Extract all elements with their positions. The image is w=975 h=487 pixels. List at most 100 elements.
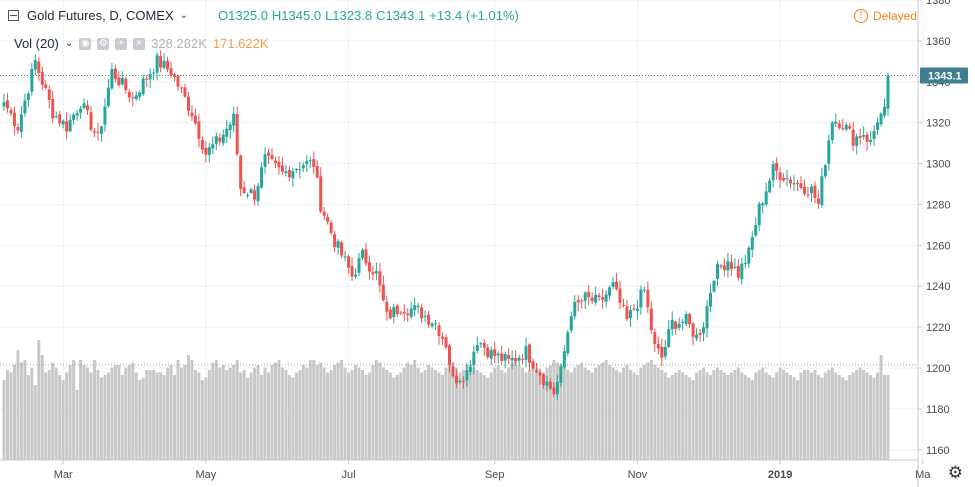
volume-bar [374, 360, 378, 460]
symbol-title[interactable]: Gold Futures, D, COMEX [27, 8, 174, 23]
volume-bar [663, 372, 667, 460]
volume-bar [127, 365, 131, 460]
volume-bar [521, 367, 525, 460]
candle-body [92, 131, 96, 133]
change-value: +13.4 (+1.01%) [429, 8, 519, 23]
plus-icon[interactable]: + [115, 37, 128, 50]
volume-bar [399, 372, 403, 460]
candle-body [159, 56, 163, 68]
candle-body [468, 367, 472, 372]
candle-body [235, 114, 239, 155]
volume-bar [639, 367, 643, 460]
volume-bar [768, 375, 772, 460]
volume-bar [789, 375, 793, 460]
candle-body [830, 122, 834, 141]
candle-body [799, 183, 803, 188]
volume-bar [99, 377, 103, 460]
y-tick-label: 1380 [926, 0, 950, 7]
volume-bar [830, 367, 834, 460]
eye-icon[interactable]: ◉ [79, 37, 92, 50]
volume-bar [256, 365, 260, 460]
overlays [0, 74, 918, 366]
candle-body [176, 75, 180, 87]
volume-bar [347, 372, 351, 460]
volume-bar [709, 375, 713, 460]
candle-body [319, 176, 323, 212]
volume-bar [406, 362, 410, 460]
candle-body [54, 116, 58, 118]
volume-bar [590, 372, 594, 460]
volume-bar [729, 372, 733, 460]
volume-bar [750, 380, 754, 460]
volume-value: 328.282K [151, 36, 207, 51]
candle-body [308, 160, 312, 162]
candle-body [635, 308, 639, 312]
candle-body [273, 160, 277, 163]
candle-body [806, 194, 810, 196]
volume-bar [378, 362, 382, 460]
volume-bar [555, 362, 559, 460]
candle-body [569, 316, 573, 331]
volume-bar [482, 375, 486, 460]
collapse-icon[interactable] [8, 10, 19, 21]
candle-body [207, 147, 211, 155]
volume-bar [841, 377, 845, 460]
y-tick-label: 1160 [926, 445, 950, 457]
volume-bar [298, 370, 302, 460]
candle-body [601, 296, 605, 300]
volume-bar [722, 372, 726, 460]
candle-body [294, 169, 298, 171]
volume-bar [447, 365, 451, 460]
candle-body [844, 124, 848, 130]
candle-body [534, 370, 538, 373]
volume-bar [207, 370, 211, 460]
candle-body [510, 357, 514, 361]
volume-bar [702, 367, 706, 460]
volume-bar [695, 372, 699, 460]
candle-body [858, 136, 862, 139]
candle-body [148, 73, 152, 80]
chevron-down-icon[interactable]: ⌄ [179, 10, 189, 21]
candle-body [576, 299, 580, 303]
candle-body [120, 77, 124, 85]
volume-bar [218, 367, 222, 460]
candle-body [315, 166, 319, 178]
candle-body [110, 69, 114, 89]
candle-body [166, 60, 170, 70]
last-price-label: 1343.1 [928, 70, 962, 82]
candle-body [465, 370, 469, 381]
y-tick-label: 1280 [926, 199, 950, 211]
candle-body [374, 270, 378, 274]
settings-icon[interactable]: ⚙ [947, 463, 963, 482]
volume-bar [500, 370, 504, 460]
delayed-badge[interactable]: ! Delayed [853, 9, 917, 23]
close-icon[interactable]: × [133, 37, 146, 50]
volume-bar [65, 372, 69, 460]
candle-body [736, 265, 740, 278]
candle-body [214, 136, 218, 144]
volume-bar [545, 367, 549, 460]
candle-body [357, 258, 361, 273]
volume-bar [134, 372, 138, 460]
volume-bar [597, 365, 601, 460]
volume-label[interactable]: Vol (20) [14, 36, 59, 51]
candle-body [326, 217, 330, 222]
volume-bar [656, 367, 660, 460]
candle-body [44, 84, 48, 88]
volume-bar [294, 372, 298, 460]
gear-icon[interactable]: ⚙ [97, 37, 110, 50]
volume-bar [26, 375, 30, 460]
volume-bar [677, 370, 681, 460]
volume-bar [68, 365, 72, 460]
chevron-down-icon[interactable]: ⌄ [64, 38, 74, 49]
volume-bar [635, 375, 639, 460]
candle-body [740, 263, 744, 280]
candle-body [249, 189, 253, 193]
volume-bar [103, 375, 107, 460]
candle-body [409, 308, 413, 317]
volume-bar [235, 360, 239, 460]
low-value: L1323.8 [325, 8, 373, 23]
volume-bar [646, 362, 650, 460]
volume-bar [388, 372, 392, 460]
